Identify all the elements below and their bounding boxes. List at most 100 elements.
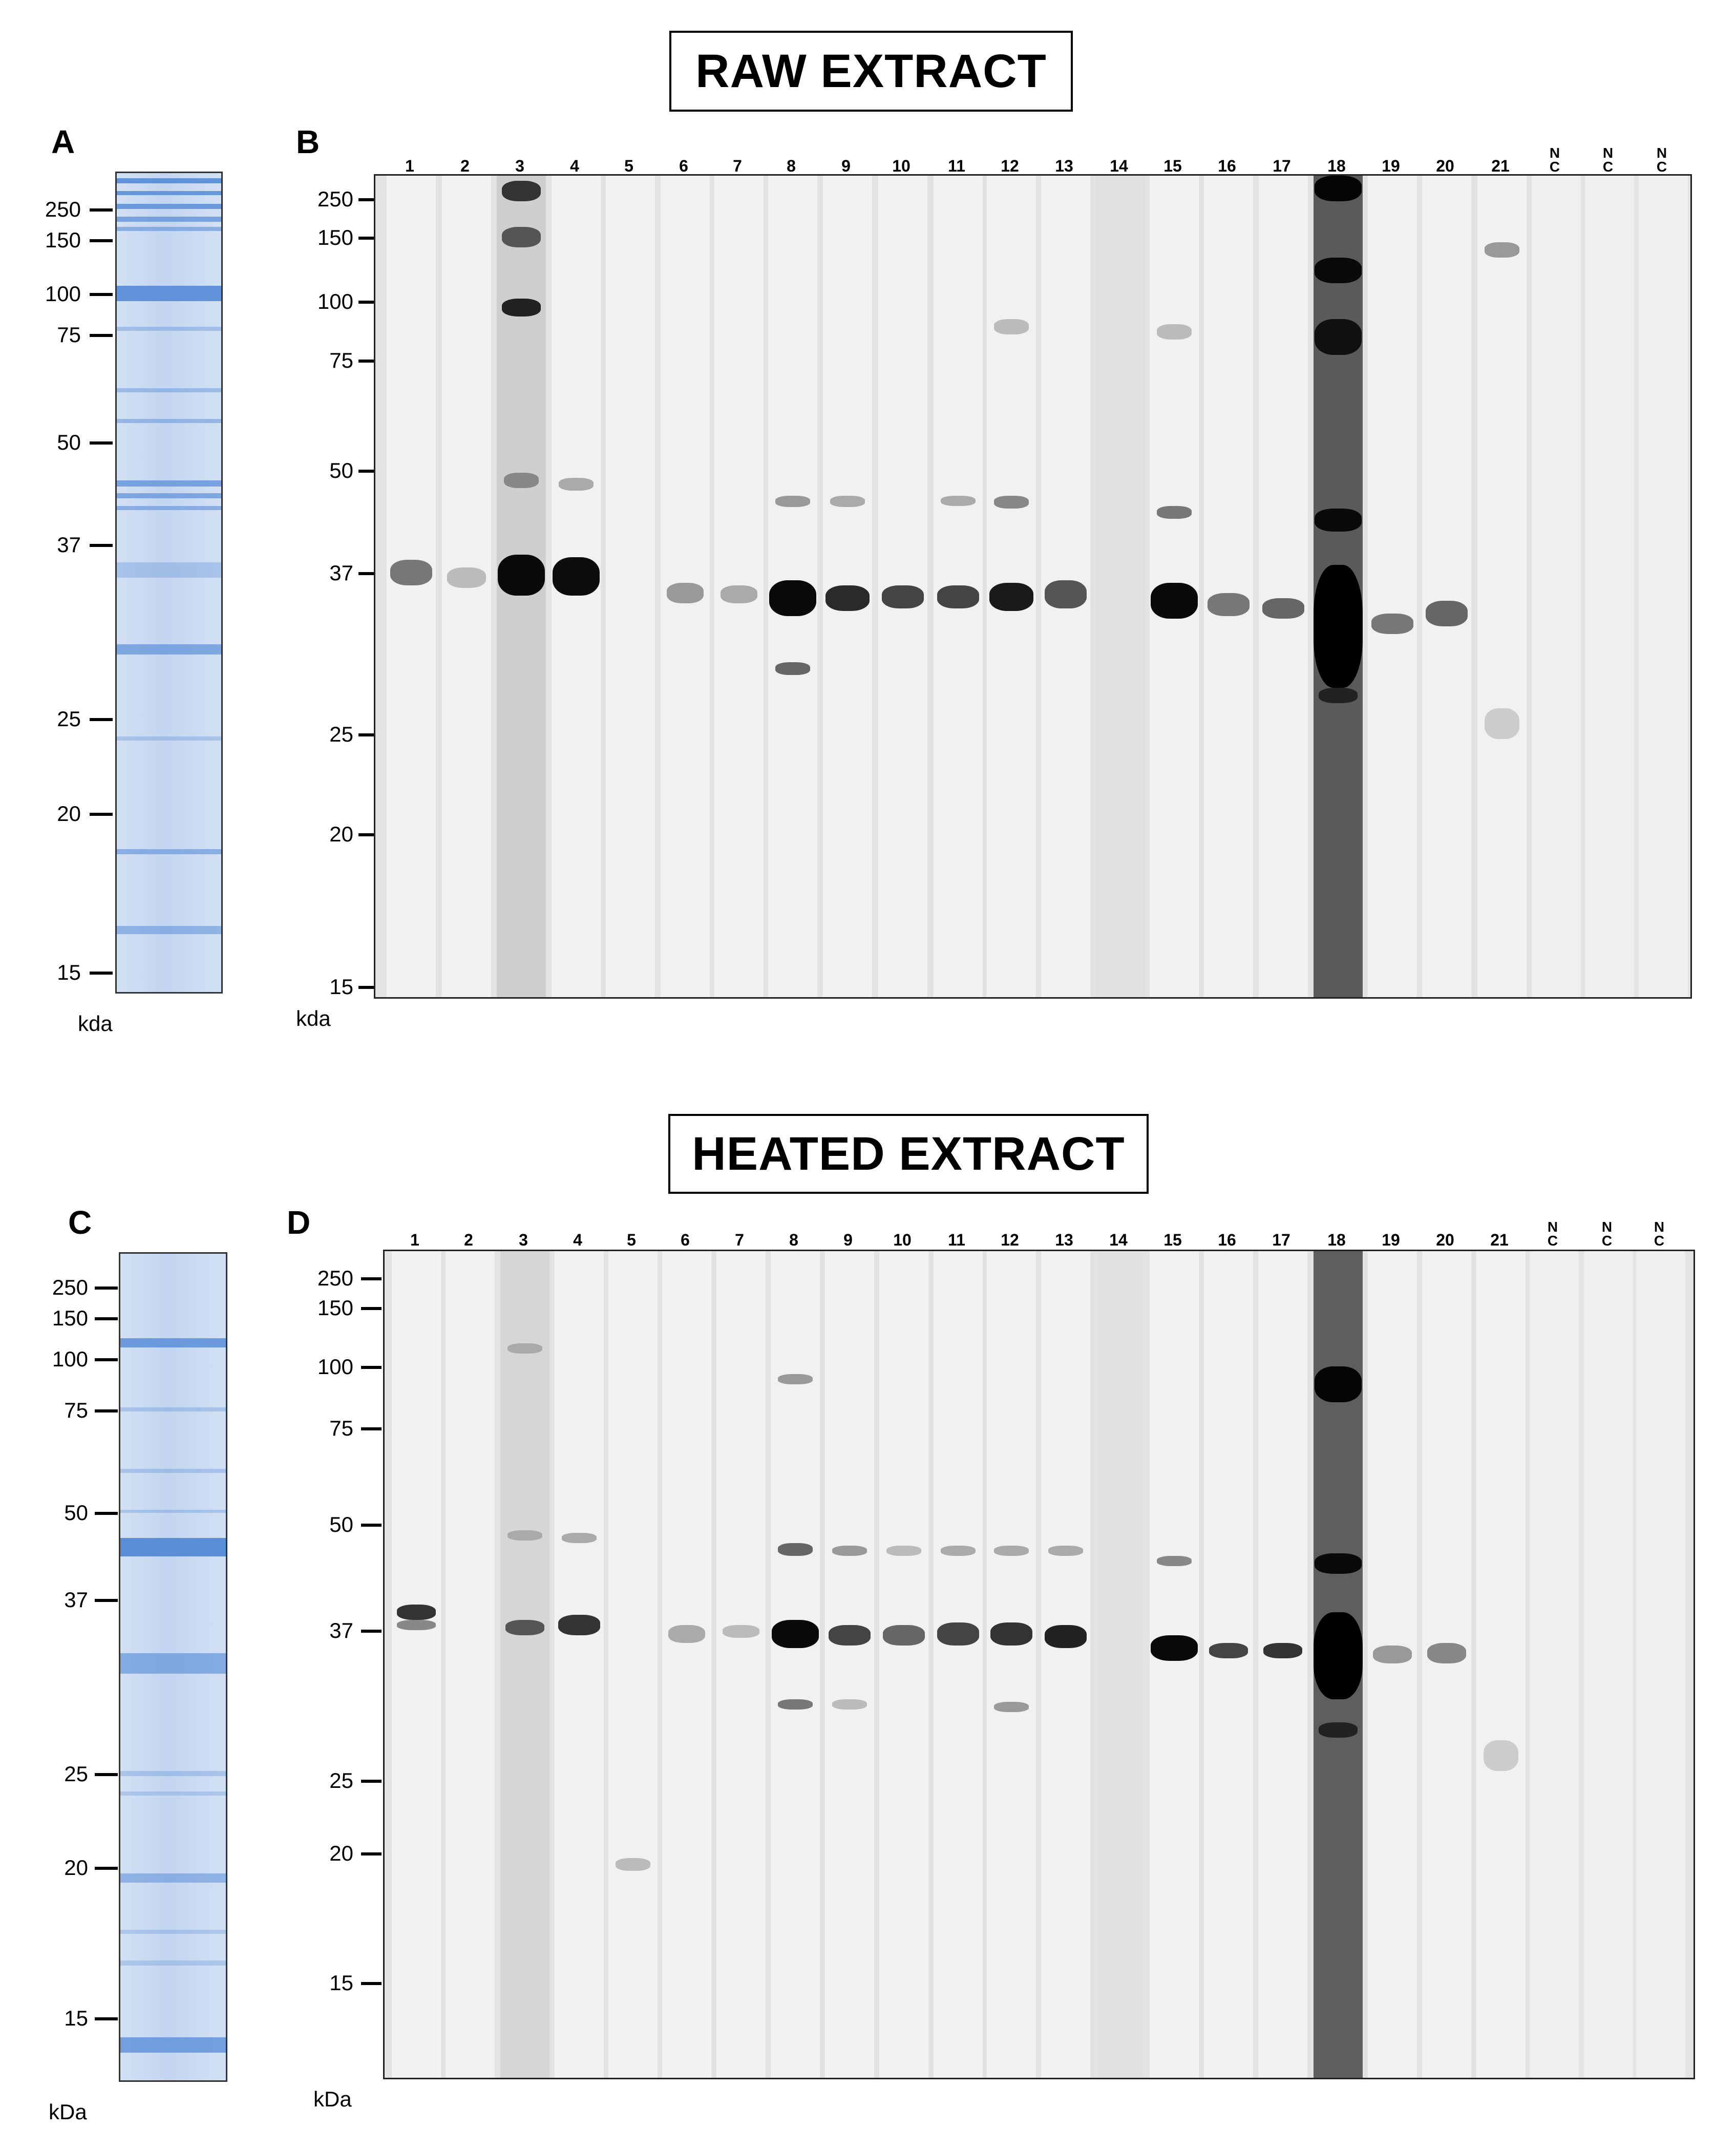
blot-b-band xyxy=(1485,242,1519,258)
gel-a-marker-tick xyxy=(90,441,113,445)
blot-b-lane xyxy=(1259,176,1308,997)
gel-a-marker-tick xyxy=(90,972,113,975)
blot-b-band xyxy=(501,227,541,247)
protein-band xyxy=(120,1960,226,1966)
blot-d-lane-number: 9 xyxy=(843,1231,853,1249)
blot-d-marker-label: 20 xyxy=(329,1841,353,1865)
gel-a-marker-tick xyxy=(90,293,113,296)
blot-b-band xyxy=(721,585,757,603)
blot-d-band xyxy=(772,1620,819,1648)
blot-d-lane xyxy=(1258,1251,1307,2078)
unit-label-a: kda xyxy=(78,1011,113,1036)
blot-b-band xyxy=(994,496,1029,509)
blot-b-marker-label: 150 xyxy=(317,225,353,249)
blot-b-lane-number: 14 xyxy=(1110,157,1128,175)
blot-b-lane-number: 13 xyxy=(1055,157,1073,175)
blot-d-band xyxy=(396,1605,436,1620)
gel-c-marker-tick xyxy=(95,2017,118,2020)
blot-d-lane xyxy=(771,1251,820,2078)
blot-b-lane-number: 12 xyxy=(1001,157,1019,175)
blot-d-lane-number: 7 xyxy=(735,1231,744,1249)
blot-b-lane xyxy=(1368,176,1417,997)
blot-d-band xyxy=(832,1546,867,1556)
blot-d-band xyxy=(1372,1646,1412,1663)
blot-d-band xyxy=(1263,1643,1303,1658)
blot-b-marker-tick xyxy=(358,833,374,836)
blot-b-nc-lane xyxy=(1639,176,1688,997)
blot-d-lane-number: 12 xyxy=(1001,1231,1019,1249)
blot-d-lane xyxy=(879,1251,928,2078)
gel-a-marker-label: 75 xyxy=(57,323,81,347)
gel-c-marker-label: 50 xyxy=(64,1501,88,1525)
blot-d-lane-number: 19 xyxy=(1382,1231,1400,1249)
gel-a-marker-label: 100 xyxy=(45,282,81,306)
blot-d-band xyxy=(829,1625,871,1646)
blot-b-band xyxy=(989,583,1034,611)
blot-d-band xyxy=(723,1625,759,1638)
blot-d-lane xyxy=(392,1251,441,2078)
blot-d-marker-tick xyxy=(361,1852,382,1855)
blot-b-band xyxy=(667,583,704,603)
blot-b-nc-lane xyxy=(1532,176,1581,997)
blot-b-band xyxy=(1426,601,1468,626)
blot-b-marker-tick xyxy=(358,301,374,304)
blot-d-lane xyxy=(1422,1251,1471,2078)
blot-d-lane xyxy=(500,1251,549,2078)
blot-d-lane-number: 5 xyxy=(627,1231,636,1249)
blot-d-band xyxy=(616,1858,650,1871)
blot-d-band xyxy=(994,1702,1029,1712)
gel-c-marker-label: 15 xyxy=(64,2006,88,2030)
blot-d-nc-lane xyxy=(1636,1251,1685,2078)
blot-b-lane xyxy=(1477,176,1527,997)
blot-d-lane xyxy=(662,1251,711,2078)
blot-d-band xyxy=(994,1546,1029,1556)
blot-d-lane xyxy=(934,1251,983,2078)
blot-d-marker-label: 25 xyxy=(329,1768,353,1792)
blot-b-band xyxy=(769,580,816,616)
gel-a-marker-label: 15 xyxy=(57,960,81,984)
unit-label-d: kDa xyxy=(313,2087,352,2111)
blot-d-marker-tick xyxy=(361,1630,382,1633)
nc-letter: N xyxy=(1656,145,1667,161)
gel-c-marker-label: 37 xyxy=(64,1588,88,1612)
protein-band xyxy=(117,286,221,301)
protein-band xyxy=(120,1873,226,1883)
blot-d-marker-tick xyxy=(361,1277,382,1280)
blot-d-band xyxy=(396,1620,436,1630)
blot-d-band xyxy=(1484,1740,1518,1771)
blot-d-nc-lane xyxy=(1530,1251,1579,2078)
unit-label-c: kDa xyxy=(49,2100,87,2124)
gel-c-marker-label: 250 xyxy=(52,1275,88,1299)
blot-d-band xyxy=(883,1625,925,1646)
blot-d-lane xyxy=(987,1251,1036,2078)
blot-b-band xyxy=(559,478,594,491)
blot-b-lane-number: 9 xyxy=(841,157,851,175)
protein-band xyxy=(120,1407,226,1411)
protein-band xyxy=(117,327,221,331)
blot-d-band xyxy=(832,1699,867,1710)
coomassie-gel-c xyxy=(119,1252,227,2082)
blot-b-marker-label: 25 xyxy=(329,722,353,746)
protein-band xyxy=(117,562,221,578)
blot-d-band xyxy=(990,1622,1032,1646)
protein-band xyxy=(117,217,221,222)
nc-letter: C xyxy=(1656,158,1667,175)
gel-c-marker-label: 75 xyxy=(64,1398,88,1422)
blot-b-lane-number: 3 xyxy=(515,157,524,175)
heated-extract-title: HEATED EXTRACT xyxy=(668,1114,1149,1194)
nc-letter: C xyxy=(1654,1232,1665,1249)
blot-b-band xyxy=(1151,583,1198,619)
blot-d-lane xyxy=(608,1251,658,2078)
blot-d-lane xyxy=(555,1251,604,2078)
blot-b-band xyxy=(941,496,976,506)
blot-d-marker-label: 15 xyxy=(329,1971,353,1995)
blot-b-band xyxy=(1157,506,1192,519)
blot-b-lane xyxy=(606,176,655,997)
blot-b-band xyxy=(553,557,600,596)
blot-d-band xyxy=(937,1622,979,1646)
blot-b-marker-tick xyxy=(358,237,374,240)
blot-b-marker-label: 50 xyxy=(329,458,353,482)
blot-b-lane-number: 5 xyxy=(624,157,633,175)
blot-d-lane xyxy=(1095,1251,1145,2078)
